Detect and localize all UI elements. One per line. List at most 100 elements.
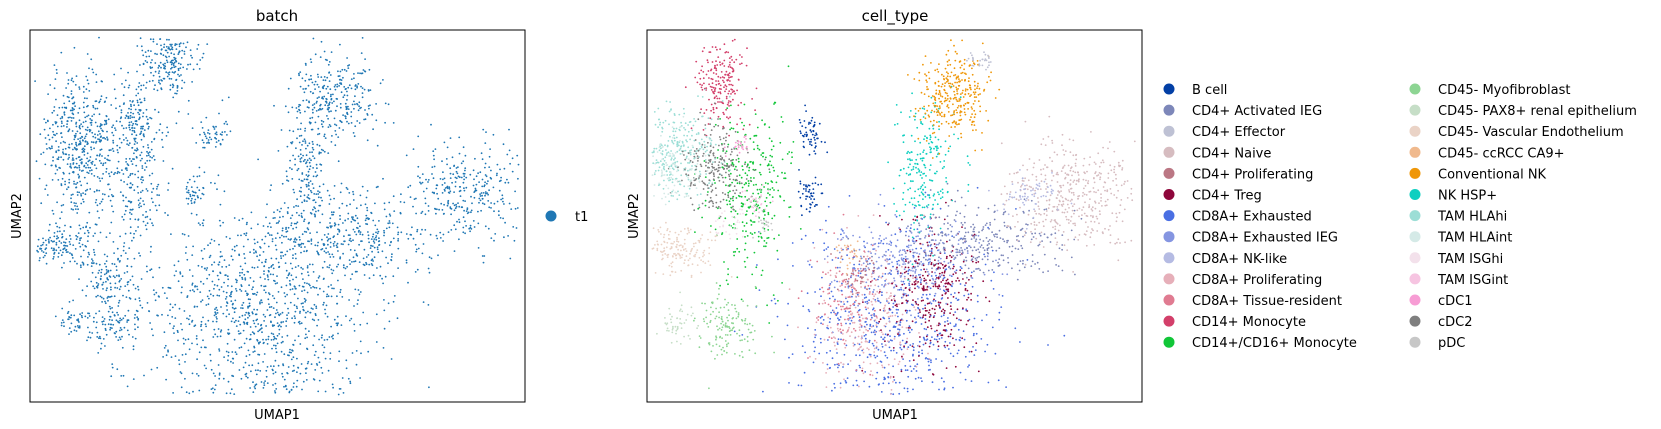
scatter-point xyxy=(303,230,306,233)
scatter-point xyxy=(912,349,915,352)
scatter-point xyxy=(942,289,945,292)
scatter-point xyxy=(966,310,969,312)
scatter-point xyxy=(933,308,936,311)
scatter-point xyxy=(800,384,803,387)
scatter-point xyxy=(320,196,322,199)
scatter-point xyxy=(235,278,237,281)
scatter-point xyxy=(229,237,231,240)
scatter-point xyxy=(113,295,116,298)
scatter-point xyxy=(379,82,382,85)
scatter-point xyxy=(137,192,140,194)
scatter-point xyxy=(202,224,205,227)
scatter-point xyxy=(970,275,972,277)
scatter-point xyxy=(137,326,139,329)
scatter-point xyxy=(180,372,183,375)
scatter-point xyxy=(984,263,987,266)
scatter-point xyxy=(906,348,909,350)
scatter-point xyxy=(102,320,105,323)
scatter-point xyxy=(136,123,139,126)
scatter-point xyxy=(243,342,246,345)
scatter-point xyxy=(272,325,274,327)
scatter-point xyxy=(869,353,872,356)
scatter-point xyxy=(144,224,147,227)
scatter-point xyxy=(78,325,81,328)
scatter-point xyxy=(85,75,88,78)
scatter-point xyxy=(894,325,897,328)
scatter-point xyxy=(514,190,516,193)
scatter-point xyxy=(328,71,331,74)
scatter-point xyxy=(866,323,868,326)
scatter-point xyxy=(43,128,46,131)
scatter-point xyxy=(365,256,368,258)
scatter-point xyxy=(160,79,163,81)
scatter-point xyxy=(907,272,910,275)
scatter-point xyxy=(99,153,101,156)
scatter-point xyxy=(174,43,177,45)
scatter-point xyxy=(953,265,955,268)
scatter-point xyxy=(843,279,845,282)
scatter-point xyxy=(206,43,209,45)
scatter-point xyxy=(163,43,166,46)
scatter-point xyxy=(64,180,66,183)
scatter-point xyxy=(336,85,339,88)
scatter-point xyxy=(81,151,84,154)
scatter-point xyxy=(111,195,114,198)
scatter-point xyxy=(318,275,321,277)
scatter-point xyxy=(330,211,333,214)
scatter-point xyxy=(447,202,450,205)
scatter-point xyxy=(470,209,473,212)
scatter-point xyxy=(197,43,200,46)
scatter-point xyxy=(375,238,378,241)
scatter-point xyxy=(80,194,83,197)
scatter-point xyxy=(327,243,329,246)
scatter-point xyxy=(821,286,824,289)
scatter-point xyxy=(356,217,359,220)
scatter-point xyxy=(245,232,248,235)
scatter-point xyxy=(81,243,84,246)
scatter-point xyxy=(323,133,326,136)
scatter-point xyxy=(350,115,353,118)
scatter-point xyxy=(912,388,914,391)
scatter-point xyxy=(835,314,838,317)
scatter-point xyxy=(61,106,64,109)
scatter-point xyxy=(415,197,417,200)
scatter-point xyxy=(286,179,288,182)
scatter-point xyxy=(945,292,947,294)
scatter-point xyxy=(858,270,860,272)
scatter-point xyxy=(907,375,910,378)
scatter-point xyxy=(268,222,271,225)
scatter-point xyxy=(824,313,826,316)
scatter-point xyxy=(284,262,287,264)
scatter-point xyxy=(302,306,304,308)
scatter-point xyxy=(75,125,78,128)
scatter-point xyxy=(165,59,168,62)
scatter-point xyxy=(814,358,817,360)
scatter-point xyxy=(920,269,922,271)
scatter-point xyxy=(310,128,313,131)
scatter-point xyxy=(351,103,354,106)
scatter-point xyxy=(484,142,487,145)
scatter-point xyxy=(75,121,78,124)
scatter-point xyxy=(310,159,312,162)
scatter-point xyxy=(167,72,170,74)
scatter-point xyxy=(126,329,129,332)
scatter-point xyxy=(91,260,94,262)
scatter-point xyxy=(921,349,923,352)
scatter-point xyxy=(846,226,848,229)
scatter-point xyxy=(305,333,307,336)
scatter-point xyxy=(280,321,283,324)
scatter-point xyxy=(844,346,847,349)
scatter-point xyxy=(132,112,135,115)
scatter-point xyxy=(345,204,348,207)
scatter-point xyxy=(881,272,884,275)
scatter-point xyxy=(851,289,854,291)
scatter-point xyxy=(75,238,78,241)
scatter-point xyxy=(275,312,277,315)
scatter-point xyxy=(351,273,354,276)
scatter-point xyxy=(815,321,818,324)
scatter-point xyxy=(351,352,354,354)
scatter-point xyxy=(838,251,841,254)
scatter-point xyxy=(838,319,840,321)
scatter-point xyxy=(196,48,199,50)
scatter-point xyxy=(63,325,65,328)
